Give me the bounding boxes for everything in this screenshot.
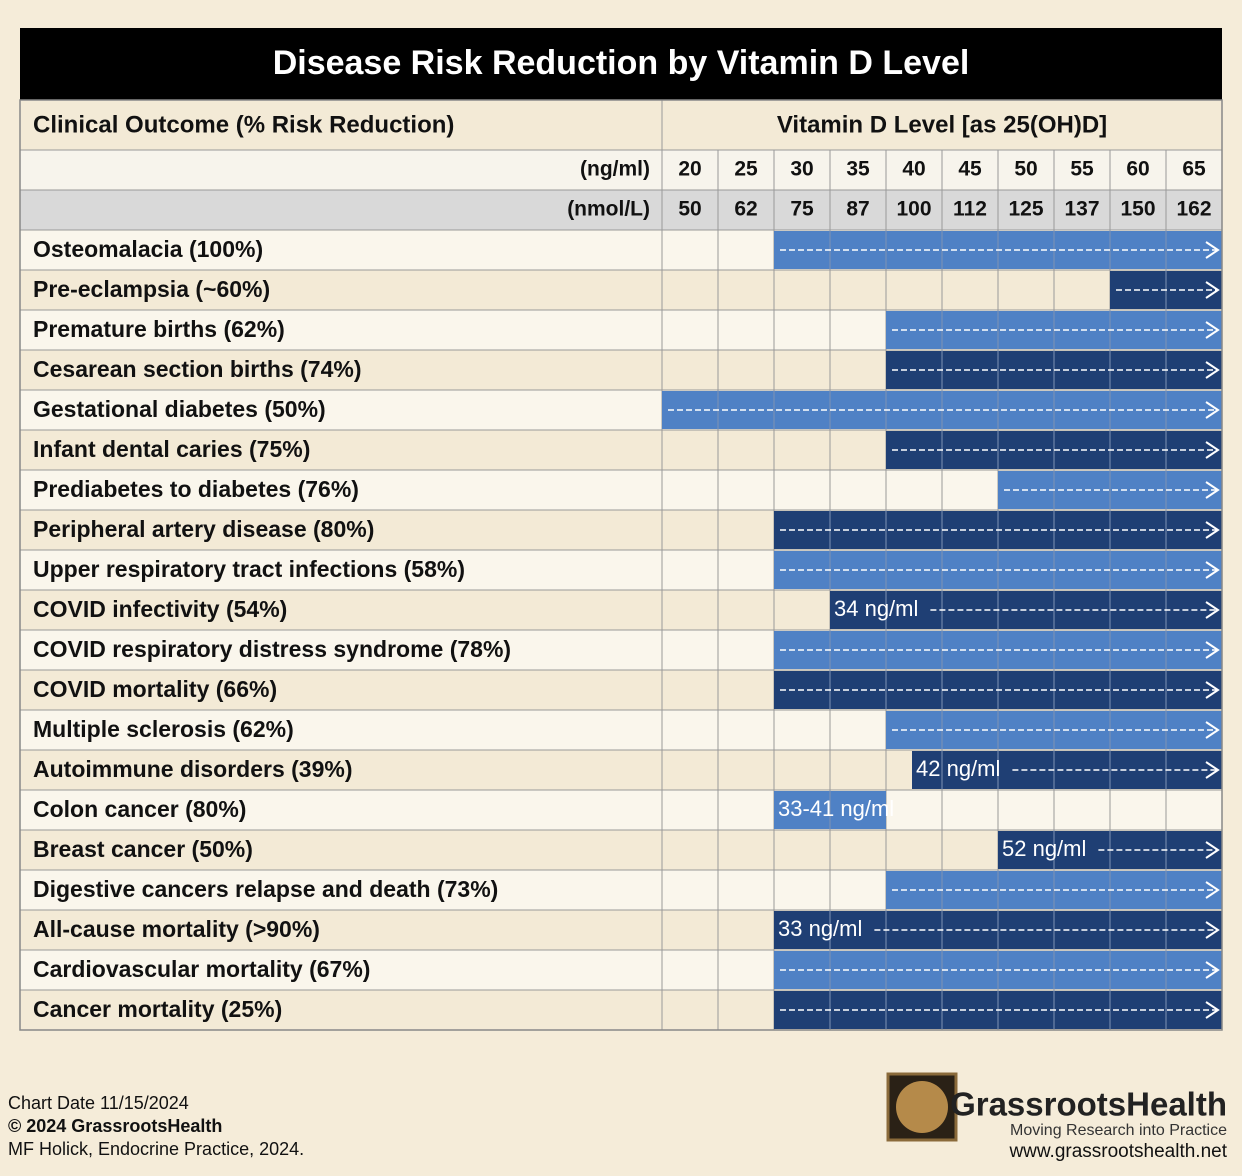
- outcome-label: Premature births (62%): [33, 316, 285, 342]
- arrow-head: [1205, 361, 1220, 379]
- outcome-label: Infant dental caries (75%): [33, 436, 310, 462]
- arrow-head: [1205, 521, 1220, 539]
- nmol-value: 125: [1008, 198, 1043, 221]
- ng-value: 25: [734, 158, 758, 181]
- ng-value: 50: [1014, 158, 1037, 181]
- outcome-label: Pre-eclampsia (~60%): [33, 276, 270, 302]
- arrow-head: [1205, 441, 1220, 459]
- ng-value: 35: [846, 158, 870, 181]
- outcome-label: Breast cancer (50%): [33, 836, 253, 862]
- nmol-unit: (nmol/L): [567, 198, 650, 221]
- arrow-head: [1205, 281, 1220, 299]
- arrow-head: [1205, 721, 1220, 739]
- arrow-head: [1205, 761, 1220, 779]
- outcome-label: Cardiovascular mortality (67%): [33, 956, 370, 982]
- ng-value: 60: [1126, 158, 1149, 181]
- ng-value: 30: [790, 158, 813, 181]
- copyright: © 2024 GrassrootsHealth: [8, 1116, 222, 1136]
- logo-url: www.grassrootshealth.net: [1008, 1141, 1227, 1162]
- outcome-label: COVID mortality (66%): [33, 676, 277, 702]
- nmol-row: [19, 189, 1223, 231]
- arrow-head: [1205, 881, 1220, 899]
- ng-unit: (ng/ml): [580, 158, 650, 181]
- header-row: [19, 99, 1223, 151]
- outcome-label: All-cause mortality (>90%): [33, 916, 320, 942]
- outcome-label: Osteomalacia (100%): [33, 236, 263, 262]
- outcome-label: Multiple sclerosis (62%): [33, 716, 294, 742]
- nmol-value: 162: [1176, 198, 1211, 221]
- arrow-head: [1205, 561, 1220, 579]
- ng-value: 45: [958, 158, 982, 181]
- arrow-head: [1205, 321, 1220, 339]
- citation: MF Holick, Endocrine Practice, 2024.: [8, 1139, 304, 1159]
- outcome-label: Colon cancer (80%): [33, 796, 246, 822]
- nmol-value: 50: [678, 198, 701, 221]
- ng-value: 55: [1070, 158, 1094, 181]
- arrow-head: [1205, 601, 1220, 619]
- bar-label: 52 ng/ml: [1002, 836, 1086, 861]
- nmol-value: 112: [953, 198, 987, 221]
- nmol-value: 150: [1120, 198, 1155, 221]
- outcome-label: Gestational diabetes (50%): [33, 396, 326, 422]
- outcome-label: COVID infectivity (54%): [33, 596, 287, 622]
- arrow-head: [1205, 641, 1220, 659]
- outcome-label: Prediabetes to diabetes (76%): [33, 476, 359, 502]
- outcome-label: Peripheral artery disease (80%): [33, 516, 374, 542]
- ng-value: 40: [902, 158, 925, 181]
- nmol-value: 137: [1064, 198, 1099, 221]
- nmol-value: 62: [734, 198, 757, 221]
- arrow-head: [1205, 921, 1220, 939]
- arrow-head: [1205, 241, 1220, 259]
- nmol-value: 75: [790, 198, 814, 221]
- outcome-label: Cancer mortality (25%): [33, 996, 282, 1022]
- outcome-label: Autoimmune disorders (39%): [33, 756, 353, 782]
- row-bg: [19, 269, 1223, 311]
- outcome-label: Cesarean section births (74%): [33, 356, 362, 382]
- bar-label: 33 ng/ml: [778, 916, 862, 941]
- outcome-heading: Clinical Outcome (% Risk Reduction): [33, 111, 454, 138]
- nmol-value: 100: [896, 198, 931, 221]
- outcome-label: Digestive cancers relapse and death (73%…: [33, 876, 498, 902]
- outcome-label: Upper respiratory tract infections (58%): [33, 556, 465, 582]
- arrow-head: [1205, 1001, 1220, 1019]
- logo-name: GrassrootsHealth: [950, 1086, 1227, 1123]
- arrow-head: [1205, 481, 1220, 499]
- logo-tagline: Moving Research into Practice: [1010, 1122, 1227, 1139]
- arrow-head: [1205, 401, 1220, 419]
- ng-value: 20: [678, 158, 701, 181]
- arrow-head: [1205, 841, 1220, 859]
- bar-label: 34 ng/ml: [834, 596, 918, 621]
- level-heading: Vitamin D Level [as 25(OH)D]: [777, 111, 1107, 138]
- title-bar: [20, 28, 1222, 100]
- chart-date: Chart Date 11/15/2024: [8, 1093, 189, 1113]
- bar-label: 42 ng/ml: [916, 756, 1000, 781]
- nmol-value: 87: [846, 198, 869, 221]
- ng-value: 65: [1182, 158, 1206, 181]
- bar-label: 33-41 ng/ml: [778, 796, 894, 821]
- outcome-label: COVID respiratory distress syndrome (78%…: [33, 636, 511, 662]
- table-border: [19, 99, 1223, 1031]
- arrow-head: [1205, 681, 1220, 699]
- arrow-head: [1205, 961, 1220, 979]
- logo-icon-figure: [896, 1081, 948, 1133]
- title: Disease Risk Reduction by Vitamin D Leve…: [273, 44, 970, 82]
